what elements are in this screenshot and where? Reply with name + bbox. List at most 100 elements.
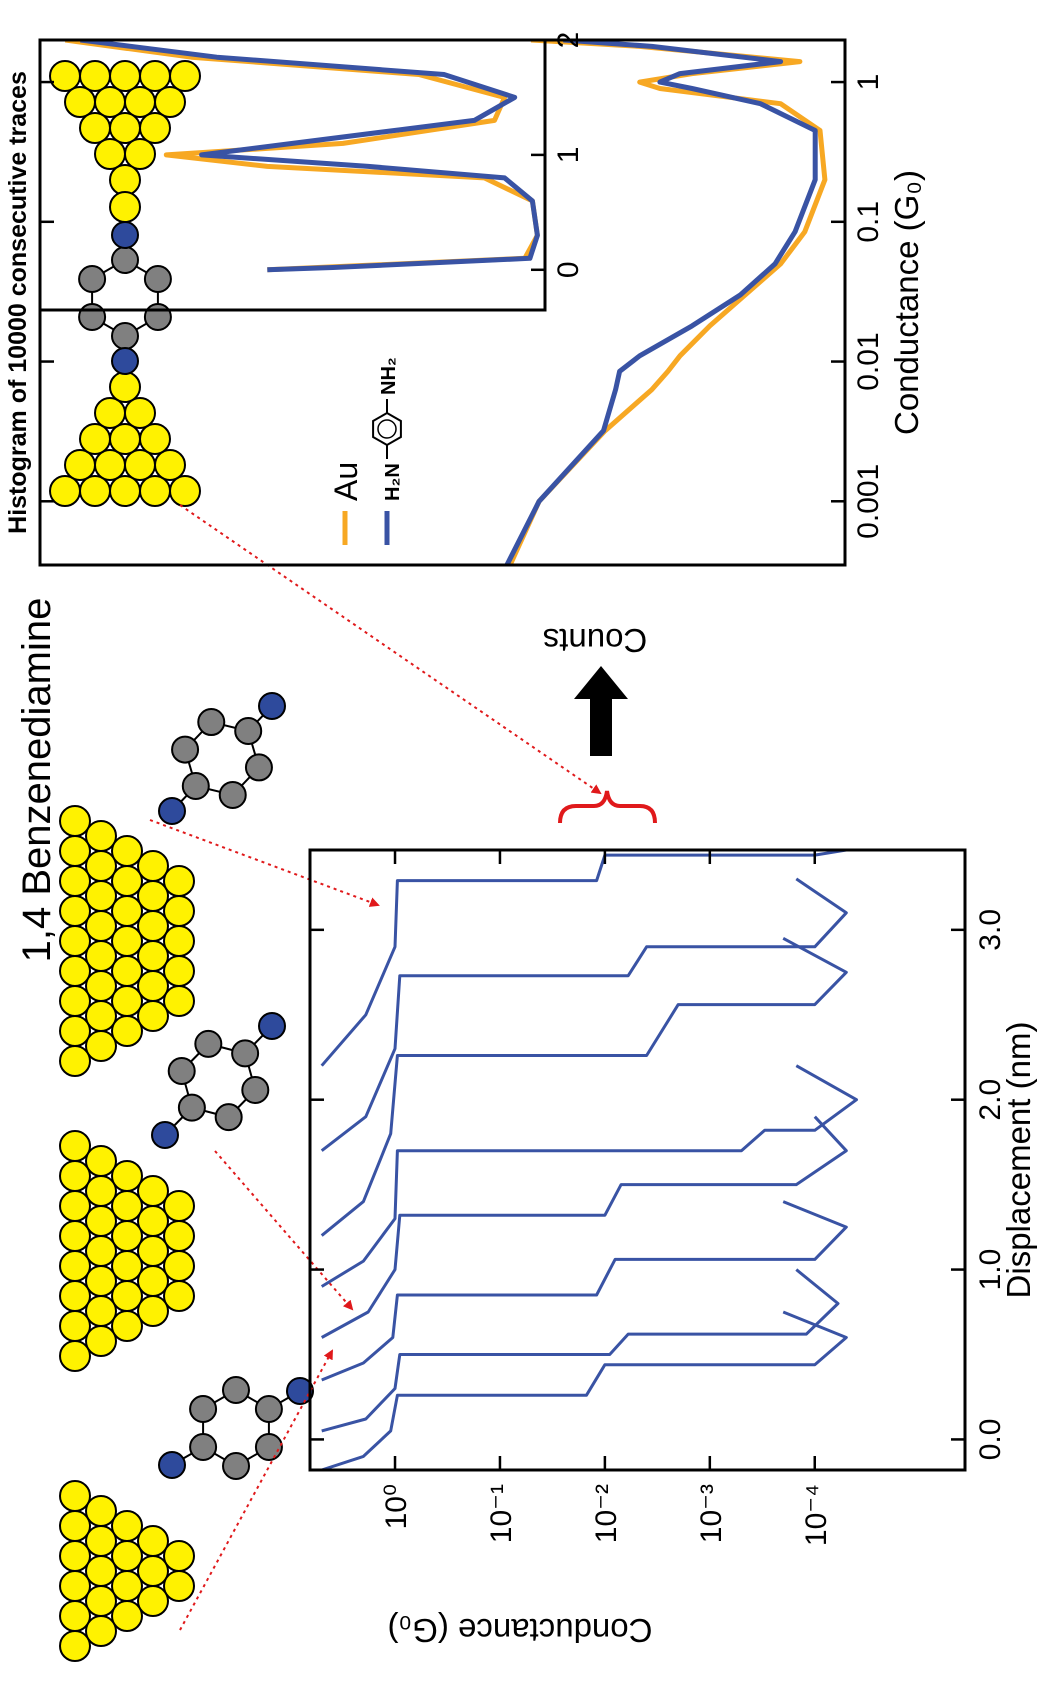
carbon-atom xyxy=(189,1395,218,1424)
gold-atom xyxy=(59,1570,91,1602)
carbon-atom xyxy=(167,1057,196,1086)
gold-atom xyxy=(154,449,186,481)
gold-atom xyxy=(59,985,91,1017)
legend-ring-inner xyxy=(377,419,397,439)
gold-atom xyxy=(85,1525,117,1557)
gold-atom xyxy=(59,1510,91,1542)
carbon-atom xyxy=(221,1376,250,1404)
gold-atom xyxy=(163,865,195,897)
gold-atom xyxy=(111,925,143,957)
gold-atom xyxy=(109,371,141,403)
carbon-atom xyxy=(111,246,139,274)
gold-atom xyxy=(163,1570,195,1602)
gold-atom xyxy=(59,1340,91,1372)
gold-atom xyxy=(94,138,126,170)
gold-atom xyxy=(169,475,201,507)
carbon-atom xyxy=(244,753,273,782)
gold-atom xyxy=(124,397,156,429)
data-line xyxy=(321,1200,848,1382)
data-line xyxy=(320,1064,858,1288)
gold-atom xyxy=(109,475,141,507)
gold-atom xyxy=(59,1130,91,1162)
x-axis-label: Displacement (nm) xyxy=(1000,1022,1037,1299)
carbon-atom xyxy=(181,772,210,801)
data-line xyxy=(504,40,818,565)
x-tick-label: 2 xyxy=(552,32,585,49)
legend-label-end: NH₂ xyxy=(378,357,400,395)
legend-label: H₂N xyxy=(382,463,404,501)
gold-atom xyxy=(59,1045,91,1077)
data-line xyxy=(80,40,540,273)
carbon-atom xyxy=(189,1433,218,1462)
gold-atom xyxy=(85,1000,117,1032)
gold-atom xyxy=(139,112,171,144)
y-axis-label: Conductance (G₀) xyxy=(388,1612,653,1649)
gold-atom xyxy=(59,1250,91,1282)
carbon-atom xyxy=(214,1103,243,1132)
gold-atom xyxy=(94,449,126,481)
y-tick-label: 10⁰ xyxy=(380,1484,413,1529)
carbon-atom xyxy=(241,1075,270,1104)
gold-atom xyxy=(111,895,143,927)
gold-atom xyxy=(163,925,195,957)
gold-atom xyxy=(124,86,156,118)
gold-atom xyxy=(111,865,143,897)
gold-atom xyxy=(124,138,156,170)
pointer-arrow xyxy=(149,819,380,907)
gold-atom xyxy=(85,1585,117,1617)
gold-atom xyxy=(85,820,117,852)
gold-atom xyxy=(85,940,117,972)
gold-atom xyxy=(163,1540,195,1572)
gold-atom xyxy=(137,940,169,972)
data-line xyxy=(320,1115,848,1339)
gold-atom xyxy=(137,1000,169,1032)
gold-atom xyxy=(59,1190,91,1222)
gold-atom xyxy=(94,86,126,118)
gold-atom xyxy=(139,475,171,507)
y-tick-label: 10⁻³ xyxy=(695,1484,728,1543)
gold-atom xyxy=(111,1510,143,1542)
data-line xyxy=(507,40,828,565)
carbon-atom xyxy=(254,1394,283,1423)
gold-atom xyxy=(85,1205,117,1237)
gold-atom xyxy=(163,955,195,987)
y-tick-label: 10⁻⁴ xyxy=(800,1484,833,1546)
carbon-atom xyxy=(171,735,200,764)
carbon-atom xyxy=(111,322,139,350)
pointer-arrow xyxy=(214,1150,354,1311)
y-tick-label: 10⁻² xyxy=(590,1484,623,1543)
gold-atom xyxy=(137,850,169,882)
gold-atom xyxy=(111,955,143,987)
data-line xyxy=(321,1310,848,1470)
gold-atom xyxy=(85,1295,117,1327)
gold-atom xyxy=(124,449,156,481)
gold-atom xyxy=(59,1220,91,1252)
gold-atom xyxy=(85,880,117,912)
nitrogen-atom xyxy=(258,692,286,720)
nitrogen-atom xyxy=(111,221,139,249)
nitrogen-atom xyxy=(151,1121,179,1149)
gold-atom xyxy=(85,910,117,942)
gold-atom xyxy=(49,60,81,92)
brace xyxy=(558,790,657,824)
gold-atom xyxy=(111,835,143,867)
gold-atom xyxy=(49,475,81,507)
gold-atom xyxy=(59,895,91,927)
gold-atom xyxy=(59,1540,91,1572)
gold-atom xyxy=(59,1015,91,1047)
gold-atom xyxy=(85,1265,117,1297)
carbon-atom xyxy=(143,303,172,331)
carbon-atom xyxy=(78,303,107,331)
gold-atom xyxy=(64,86,96,118)
gold-atom xyxy=(109,112,141,144)
gold-atom xyxy=(59,835,91,867)
x-tick-label: 0.001 xyxy=(852,464,885,539)
carbon-atom xyxy=(177,1093,206,1122)
chart-title: Histogram of 10000 consecutive traces xyxy=(4,71,32,534)
gold-atom xyxy=(59,1630,91,1662)
gold-atom xyxy=(111,1160,143,1192)
x-tick-label: 0.1 xyxy=(852,201,885,243)
inset-frame xyxy=(38,38,547,312)
legend-label: Au xyxy=(328,462,364,501)
